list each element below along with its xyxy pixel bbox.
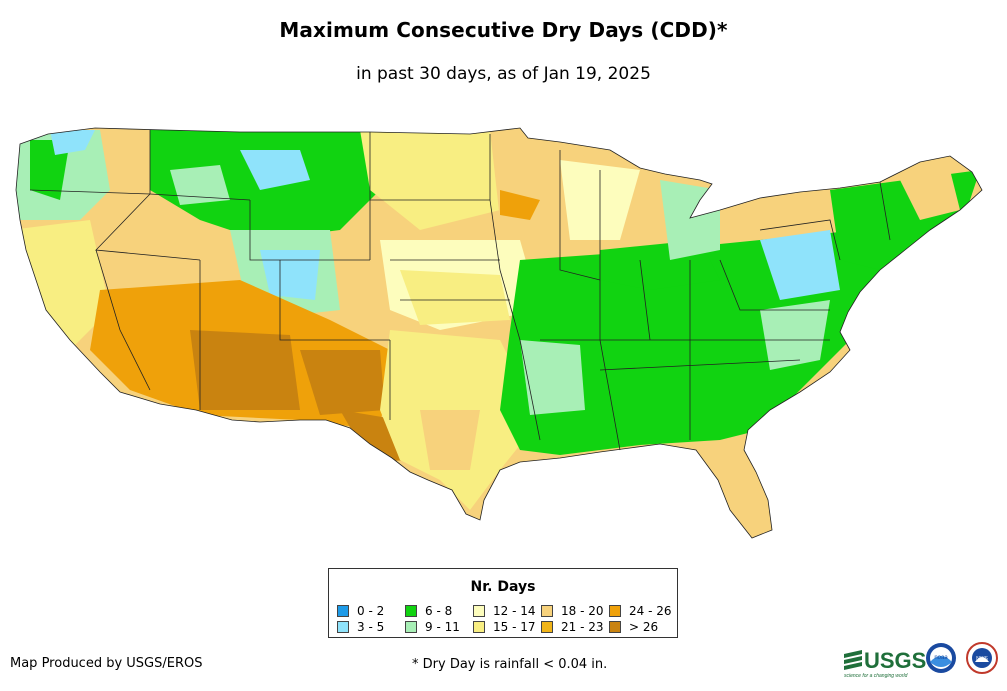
noaa-logo-text: noaa	[934, 655, 948, 661]
legend-label: 21 - 23	[561, 620, 604, 634]
legend-swatch	[337, 621, 349, 633]
noaa-logo: noaa	[926, 643, 956, 673]
legend: Nr. Days 0 - 2 3 - 5 6 - 8 9 - 11 12 - 1…	[328, 568, 678, 638]
legend-swatch	[337, 605, 349, 617]
legend-item: 3 - 5	[337, 619, 405, 635]
legend-item: 21 - 23	[541, 619, 609, 635]
legend-label: 0 - 2	[357, 604, 385, 618]
legend-label: > 26	[629, 620, 659, 634]
legend-swatch	[473, 605, 485, 617]
state-boundaries	[15, 127, 983, 539]
legend-items: 0 - 2 3 - 5 6 - 8 9 - 11 12 - 14 15 - 17…	[337, 603, 677, 635]
legend-swatch	[609, 621, 621, 633]
legend-swatch	[405, 621, 417, 633]
map-title: Maximum Consecutive Dry Days (CDD)*	[279, 18, 728, 42]
cdd-regions	[16, 128, 982, 538]
legend-swatch	[541, 621, 553, 633]
legend-label: 12 - 14	[493, 604, 536, 618]
legend-label: 6 - 8	[425, 604, 453, 618]
usgs-tagline: science for a changing world	[844, 673, 908, 679]
legend-item: 6 - 8	[405, 603, 473, 619]
legend-swatch	[473, 621, 485, 633]
legend-title: Nr. Days	[470, 579, 536, 595]
legend-item: 24 - 26	[609, 603, 677, 619]
legend-item: 15 - 17	[473, 619, 541, 635]
legend-label: 9 - 11	[425, 620, 460, 634]
usgs-logo-text: USGS	[864, 648, 926, 673]
nws-logo-text: NWS	[976, 656, 988, 662]
legend-label: 18 - 20	[561, 604, 604, 618]
legend-item: 9 - 11	[405, 619, 473, 635]
legend-label: 15 - 17	[493, 620, 536, 634]
cdd-map	[15, 127, 983, 539]
map-subtitle: in past 30 days, as of Jan 19, 2025	[356, 64, 651, 84]
producer-credit: Map Produced by USGS/EROS	[10, 656, 203, 671]
legend-item: > 26	[609, 619, 677, 635]
legend-item: 0 - 2	[337, 603, 405, 619]
legend-swatch	[541, 605, 553, 617]
legend-item: 18 - 20	[541, 603, 609, 619]
legend-swatch	[405, 605, 417, 617]
legend-swatch	[609, 605, 621, 617]
usgs-logo: USGS science for a changing world	[844, 648, 926, 679]
dry-day-footnote: * Dry Day is rainfall < 0.04 in.	[412, 657, 608, 672]
nws-logo: NWS	[966, 642, 998, 674]
legend-label: 24 - 26	[629, 604, 672, 618]
agency-logos: USGS science for a changing world noaa N…	[844, 642, 998, 679]
legend-label: 3 - 5	[357, 620, 385, 634]
legend-item: 12 - 14	[473, 603, 541, 619]
